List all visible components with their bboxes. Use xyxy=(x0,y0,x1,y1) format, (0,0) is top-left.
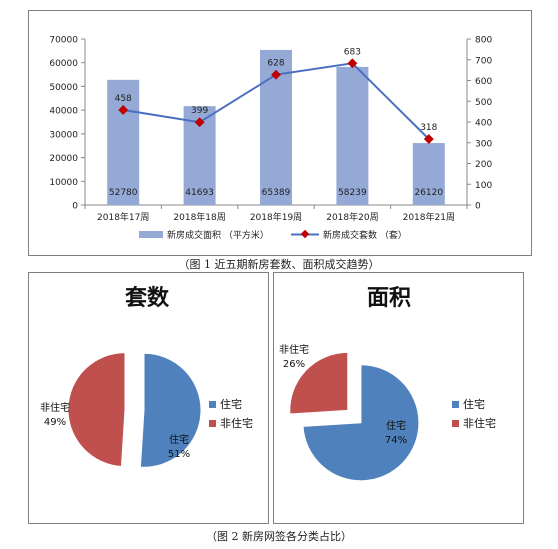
legend-label: 非住宅 xyxy=(220,416,253,430)
line-marker xyxy=(423,134,434,144)
legend-swatch-count-marker xyxy=(300,229,310,239)
bar xyxy=(412,143,445,205)
bar-data-label: 41693 xyxy=(185,188,214,198)
pie-title: 面积 xyxy=(367,286,411,311)
line-data-label: 318 xyxy=(420,123,437,133)
y-left-tick-label: 60000 xyxy=(49,59,78,69)
bar xyxy=(336,66,369,205)
legend-label-area: 新房成交面积 （平方米） xyxy=(167,229,269,241)
legend-swatch xyxy=(452,420,459,427)
y-left-tick-label: 0 xyxy=(72,202,78,212)
pie-slice-label: 住宅 xyxy=(169,433,189,446)
x-tick-label: 2018年21周 xyxy=(403,211,455,223)
pie-slice-percent: 49% xyxy=(44,417,66,428)
x-tick-label: 2018年17周 xyxy=(97,211,149,223)
y-right-tick-label: 700 xyxy=(475,56,492,66)
y-left-tick-label: 10000 xyxy=(49,178,78,188)
y-right-tick-label: 800 xyxy=(475,36,492,46)
pie-slice-percent: 51% xyxy=(168,449,190,460)
pie-slice-percent: 74% xyxy=(385,435,407,446)
bar-data-label: 26120 xyxy=(414,188,443,198)
pie-slice xyxy=(289,351,349,415)
y-right-tick-label: 600 xyxy=(475,77,492,87)
y-left-tick-label: 50000 xyxy=(49,83,78,93)
legend-label: 住宅 xyxy=(463,397,485,411)
line-marker xyxy=(194,117,205,128)
legend-swatch xyxy=(209,420,216,427)
y-left-tick-label: 30000 xyxy=(49,130,78,140)
pie-slice xyxy=(67,352,126,468)
pie-slice-label: 非住宅 xyxy=(40,401,70,414)
line-data-label: 683 xyxy=(344,47,361,57)
pie-slice-label: 住宅 xyxy=(386,419,406,432)
line-data-label: 628 xyxy=(267,59,284,69)
x-tick-label: 2018年20周 xyxy=(326,211,378,223)
pie-title: 套数 xyxy=(125,285,170,311)
pie-slice-percent: 26% xyxy=(283,359,305,370)
y-right-tick-label: 400 xyxy=(475,119,492,129)
pie-panel-count: 套数 住宅 51% 非住宅 49% 住宅 非住宅 xyxy=(28,272,269,524)
combo-chart-panel: 0 10000 20000 30000 40000 50000 60000 70000 0 100… xyxy=(28,10,532,256)
line-data-label: 458 xyxy=(115,94,132,104)
line-data-label: 399 xyxy=(191,106,208,116)
legend-swatch xyxy=(209,401,216,408)
pie-slice xyxy=(139,352,202,468)
pie-slice-label: 非住宅 xyxy=(279,343,309,356)
x-tick-label: 2018年19周 xyxy=(250,211,302,223)
pie-panel-area: 面积 住宅 74% 非住宅 26% 住宅 非住宅 xyxy=(273,272,524,524)
bar xyxy=(107,79,140,205)
pie-slice xyxy=(302,364,420,482)
figure-2-caption: （图 2 新房网签各分类占比） xyxy=(206,530,352,543)
bar-data-label: 65389 xyxy=(262,188,291,198)
figure-1-caption: （图 1 近五期新房套数、面积成交趋势） xyxy=(178,258,380,271)
y-right-tick-label: 200 xyxy=(475,160,492,170)
line-marker xyxy=(118,105,129,115)
y-left-tick-label: 70000 xyxy=(49,36,78,46)
legend-swatch xyxy=(452,401,459,408)
y-right-tick-label: 0 xyxy=(475,202,481,212)
legend-swatch-area xyxy=(139,231,163,238)
legend-label: 住宅 xyxy=(220,397,242,411)
bar-data-label: 52780 xyxy=(109,188,138,198)
y-right-tick-label: 300 xyxy=(475,139,492,149)
x-tick-label: 2018年18周 xyxy=(173,211,225,223)
y-left-tick-label: 40000 xyxy=(49,107,78,117)
combo-chart: 0 10000 20000 30000 40000 50000 60000 70000 0 100… xyxy=(49,36,492,242)
legend-label: 非住宅 xyxy=(463,416,496,430)
y-right-tick-label: 500 xyxy=(475,98,492,108)
y-left-tick-label: 20000 xyxy=(49,154,78,164)
bar-data-label: 58239 xyxy=(338,188,367,198)
legend-label-count: 新房成交套数 （套） xyxy=(323,229,407,241)
y-right-tick-label: 100 xyxy=(475,181,492,191)
